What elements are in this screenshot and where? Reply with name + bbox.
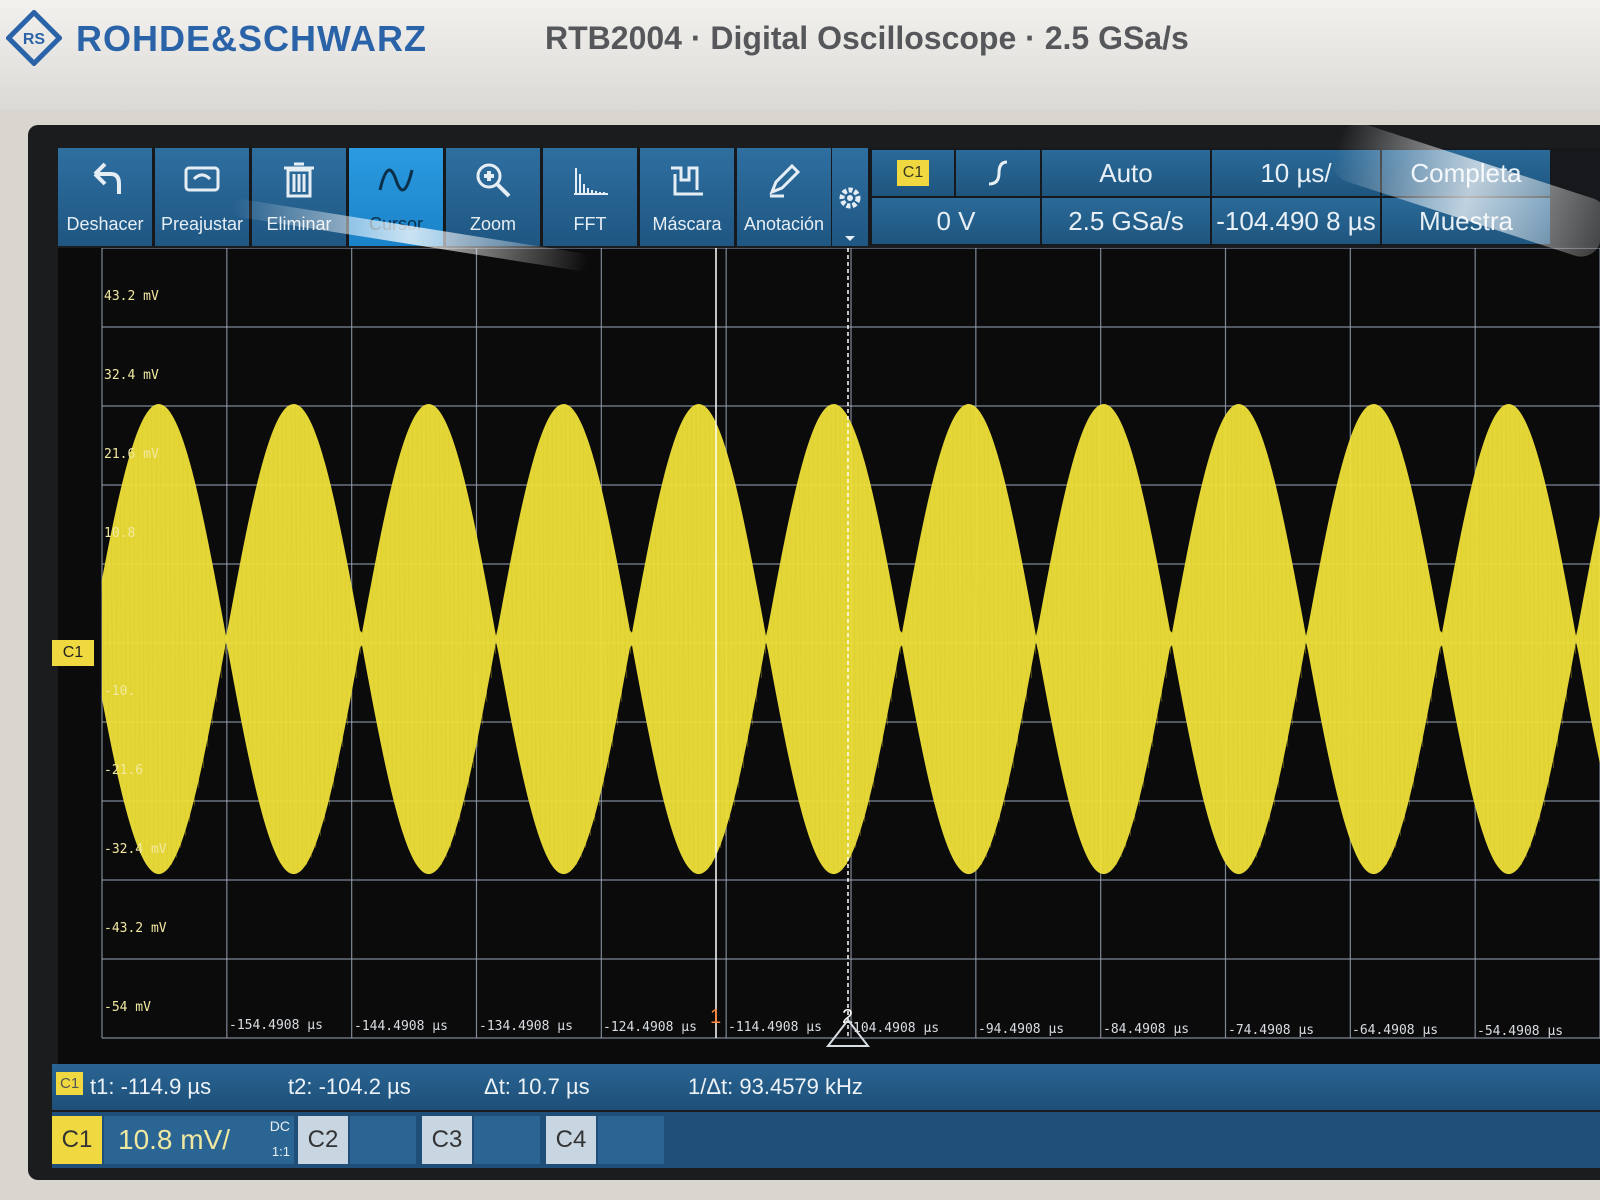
cursor-wave-icon [378, 168, 414, 192]
cursor-1-handle[interactable]: 1 [710, 1006, 721, 1028]
y-axis-label: -54 mV [104, 1000, 151, 1015]
cursor-frequency-readout: 1/Δt: 93.4579 kHz [688, 1074, 863, 1099]
channel-c1-probe: 1:1 [271, 1144, 290, 1159]
undo-label: Deshacer [66, 214, 144, 234]
channel-c1-scale: 10.8 mV/ [118, 1124, 231, 1155]
trigger-mode-cell[interactable]: Auto [1042, 150, 1210, 196]
annotation-label: Anotación [743, 214, 825, 234]
channel-c1-coupling: DC [269, 1118, 290, 1134]
x-axis-label: -74.4908 µs [1228, 1023, 1315, 1038]
preset-button[interactable]: Preajustar [155, 148, 249, 246]
trash-icon [284, 162, 314, 198]
brand-name: ROHDE&SCHWARZ [76, 18, 427, 59]
y-axis-label: 43.2 mV [104, 289, 159, 304]
rising-edge-icon [988, 160, 1008, 186]
mask-button[interactable]: Máscara [640, 148, 734, 246]
channel-c3-settings[interactable] [474, 1116, 540, 1164]
preset-label: Preajustar [160, 214, 244, 234]
mask-icon [671, 166, 703, 196]
channel-c4-settings[interactable] [598, 1116, 664, 1164]
channel-c1-tab[interactable]: C1 [52, 1116, 102, 1164]
x-axis-label: -124.4908 µs [603, 1020, 697, 1035]
channel-offset-marker[interactable]: C1 [52, 640, 94, 666]
fft-button[interactable]: FFT [543, 148, 637, 246]
undo-icon [93, 162, 121, 194]
x-axis-label: -64.4908 µs [1352, 1023, 1439, 1038]
measurement-channel-chip: C1 [56, 1072, 84, 1095]
am-waveform-trace [102, 404, 1600, 875]
x-axis-label: -54.4908 µs [1477, 1024, 1564, 1039]
cursor-measurement-bar: C1 t1: -114.9 µs t2: -104.2 µs Δt: 10.7 … [52, 1064, 1600, 1110]
zoom-button[interactable]: Zoom [446, 148, 540, 246]
undo-button[interactable]: Deshacer [58, 148, 152, 246]
channel-c1-settings[interactable]: 10.8 mV/ DC 1:1 [104, 1116, 294, 1164]
trigger-source-cell[interactable]: C1 [872, 150, 954, 196]
x-axis-label: -84.4908 µs [1103, 1022, 1190, 1037]
fft-icon [574, 168, 608, 195]
model-title: RTB2004 · Digital Oscilloscope · 2.5 GSa… [545, 20, 1189, 56]
cursor-t2-readout: t2: -104.2 µs [288, 1074, 411, 1099]
x-axis-label: -144.4908 µs [354, 1019, 448, 1034]
trigger-source-chip: C1 [896, 160, 930, 186]
toolbar: Deshacer Preajustar Eliminar Cursor Zoom… [58, 148, 1600, 246]
trigger-slope-cell[interactable] [956, 150, 1040, 196]
preset-icon [184, 166, 220, 192]
cursor-t1-readout: t1: -114.9 µs [90, 1074, 212, 1099]
instrument-bezel: RS ROHDE&SCHWARZ RTB2004 · Digital Oscil… [0, 0, 1600, 110]
x-axis-label: -114.4908 µs [728, 1020, 822, 1035]
y-axis-label: 10.8 [104, 526, 136, 541]
gear-icon [839, 187, 861, 241]
settings-button[interactable] [832, 148, 868, 246]
x-axis-label: -154.4908 µs [229, 1018, 323, 1033]
channel-bar: C1 10.8 mV/ DC 1:1 C2 C3 C4 [52, 1112, 1600, 1168]
channel-c2-settings[interactable] [350, 1116, 416, 1164]
channel-c2-tab[interactable]: C2 [298, 1116, 348, 1164]
zoom-icon [476, 163, 511, 198]
y-axis-label: 21.6 mV [104, 447, 159, 462]
cursor-2-handle[interactable]: 2 [842, 1006, 853, 1028]
x-axis-label: -134.4908 µs [479, 1019, 573, 1034]
horizontal-position-cell[interactable]: -104.490 8 µs [1212, 198, 1380, 244]
rohde-schwarz-logo-icon: RS [6, 10, 62, 66]
fft-label: FFT [573, 214, 607, 234]
mask-label: Máscara [652, 214, 722, 234]
y-axis-label: -32.4 mV [104, 842, 167, 857]
carrier-texture [101, 406, 1599, 872]
zoom-label: Zoom [469, 214, 516, 234]
x-axis-label: -94.4908 µs [978, 1022, 1065, 1037]
annotation-button[interactable]: Anotación [737, 148, 831, 246]
y-axis-label: -10. [104, 684, 136, 699]
y-axis-label: -43.2 mV [104, 921, 167, 936]
channel-c3-tab[interactable]: C3 [422, 1116, 472, 1164]
x-axis-label: 104.4908 µs [853, 1021, 940, 1036]
pencil-icon [769, 163, 801, 198]
y-axis-label: -21.6 [104, 763, 144, 778]
trigger-position-marker[interactable] [825, 1018, 871, 1047]
trigger-level-cell[interactable]: 0 V [872, 198, 1040, 244]
channel-c4-tab[interactable]: C4 [546, 1116, 596, 1164]
cursor-delta-readout: Δt: 10.7 µs [484, 1074, 590, 1099]
y-axis-label: 32.4 mV [104, 368, 159, 383]
sample-rate-cell[interactable]: 2.5 GSa/s [1042, 198, 1210, 244]
svg-text:RS: RS [23, 31, 46, 48]
